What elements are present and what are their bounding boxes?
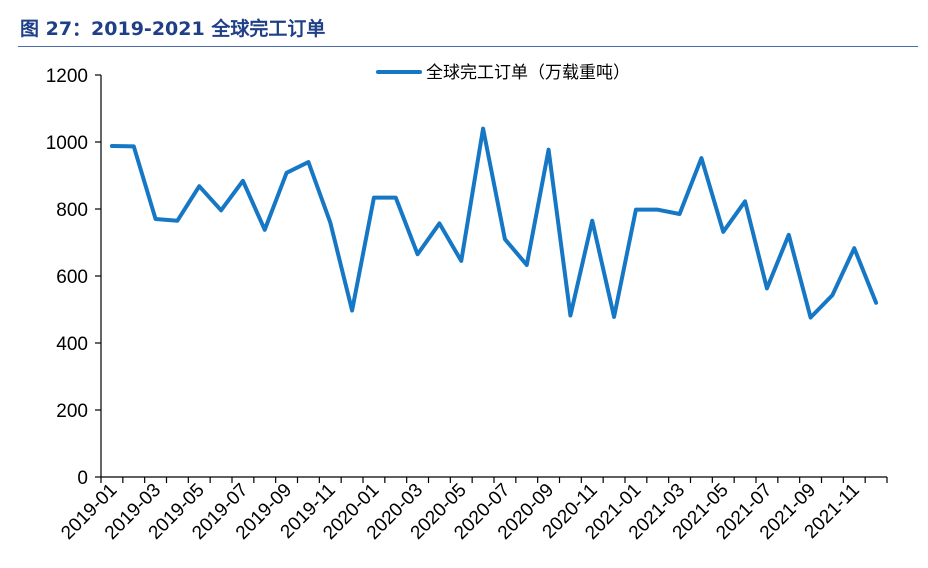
y-tick-label: 800	[56, 200, 88, 221]
title-divider	[18, 46, 918, 47]
y-axis-ticks: 0 200 400 600 800 1000 1200	[46, 66, 101, 489]
y-tick-label: 1000	[46, 133, 88, 154]
chart-axes	[100, 75, 887, 478]
chart-series	[109, 126, 879, 320]
series-line	[109, 126, 879, 320]
y-tick-label: 1200	[46, 66, 88, 87]
figure-title: 图 27：2019-2021 全球完工订单	[20, 18, 326, 40]
y-tick-label: 200	[56, 401, 88, 422]
legend-label: 全球完工订单（万载重吨）	[426, 63, 630, 83]
y-tick-label: 400	[56, 334, 88, 355]
chart-legend: 全球完工订单（万载重吨）	[376, 63, 630, 83]
y-tick-label: 600	[56, 267, 88, 288]
y-tick-label: 0	[77, 468, 88, 489]
x-axis-ticks: 2019-012019-032019-052019-072019-092019-…	[57, 477, 888, 544]
